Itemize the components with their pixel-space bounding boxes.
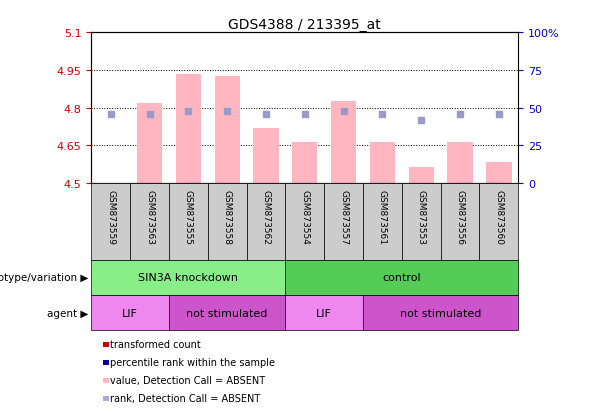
Text: SIN3A knockdown: SIN3A knockdown: [138, 273, 239, 283]
Bar: [137, 103, 162, 184]
Text: percentile rank within the sample: percentile rank within the sample: [110, 357, 275, 367]
Bar: [363, 295, 518, 330]
Bar: [370, 142, 395, 184]
Bar: [409, 167, 434, 184]
Text: GSM873561: GSM873561: [378, 190, 387, 245]
Bar: [286, 295, 363, 330]
Text: GSM873554: GSM873554: [300, 190, 309, 244]
Bar: [487, 162, 511, 184]
Text: GSM873560: GSM873560: [494, 190, 504, 245]
Bar: [176, 74, 201, 184]
Text: rank, Detection Call = ABSENT: rank, Detection Call = ABSENT: [110, 393, 260, 403]
Bar: [448, 142, 473, 184]
Bar: [214, 77, 240, 184]
Bar: [286, 184, 324, 260]
Title: GDS4388 / 213395_at: GDS4388 / 213395_at: [229, 18, 381, 32]
Bar: [324, 184, 363, 260]
Text: control: control: [382, 273, 421, 283]
Text: GSM873553: GSM873553: [417, 190, 426, 245]
Bar: [363, 184, 402, 260]
Bar: [169, 184, 208, 260]
Text: GSM873557: GSM873557: [339, 190, 348, 245]
Text: GSM873559: GSM873559: [106, 190, 115, 245]
Text: GSM873556: GSM873556: [455, 190, 465, 245]
Text: GSM873563: GSM873563: [145, 190, 154, 245]
Bar: [292, 142, 317, 184]
Bar: [169, 295, 286, 330]
Bar: [286, 260, 518, 295]
Bar: [479, 184, 518, 260]
Text: not stimulated: not stimulated: [187, 308, 268, 318]
Bar: [247, 184, 286, 260]
Text: transformed count: transformed count: [110, 339, 201, 349]
Text: LIF: LIF: [316, 308, 332, 318]
Text: GSM873555: GSM873555: [184, 190, 193, 245]
Bar: [91, 295, 169, 330]
Bar: [253, 128, 279, 184]
Bar: [402, 184, 441, 260]
Text: GSM873558: GSM873558: [223, 190, 231, 245]
Bar: [208, 184, 247, 260]
Text: GSM873562: GSM873562: [262, 190, 270, 244]
Bar: [441, 184, 479, 260]
Bar: [130, 184, 169, 260]
Bar: [91, 184, 130, 260]
Text: value, Detection Call = ABSENT: value, Detection Call = ABSENT: [110, 375, 265, 385]
Text: LIF: LIF: [122, 308, 138, 318]
Text: genotype/variation ▶: genotype/variation ▶: [0, 273, 88, 283]
Bar: [331, 102, 356, 184]
Text: not stimulated: not stimulated: [400, 308, 481, 318]
Bar: [91, 260, 286, 295]
Text: agent ▶: agent ▶: [47, 308, 88, 318]
